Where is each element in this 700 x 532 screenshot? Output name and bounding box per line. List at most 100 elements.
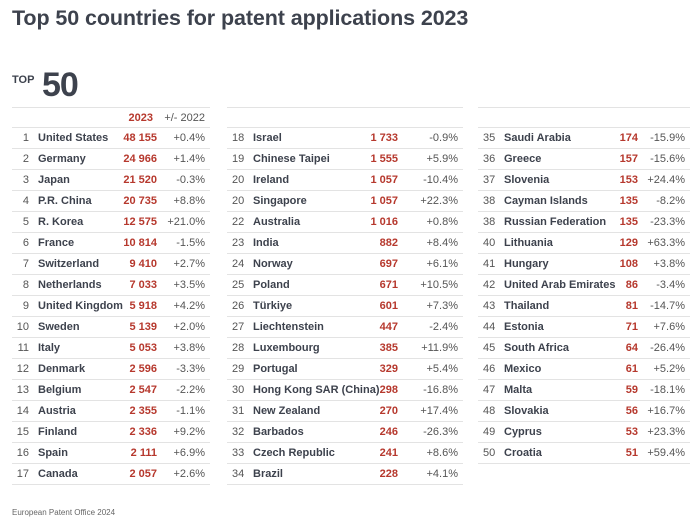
country-cell: Israel [253,132,282,144]
rank-cell: 20 [232,195,245,207]
country-cell: Liechtenstein [253,321,324,333]
table-row: 5 R. Korea 12 575 +21.0% [12,212,210,233]
rank-cell: 34 [232,468,245,480]
table-row: 20 Ireland 1 057 -10.4% [227,170,463,191]
change-cell: -15.6% [650,153,685,165]
change-cell: +10.5% [420,279,458,291]
country-cell: Russian Federation [504,216,607,228]
change-cell: +5.2% [653,363,686,375]
rank-cell: 37 [483,174,496,186]
rank-cell: 27 [232,321,245,333]
table-row: 10 Sweden 5 139 +2.0% [12,317,210,338]
table-row: 30 Hong Kong SAR (China) 298 -16.8% [227,380,463,401]
value-2023-cell: 2 057 [129,468,157,480]
table-row: 9 United Kingdom 5 918 +4.2% [12,296,210,317]
table-row: 19 Chinese Taipei 1 555 +5.9% [227,149,463,170]
table-row: 36 Greece 157 -15.6% [478,149,690,170]
rank-cell: 6 [22,237,29,249]
value-2023-cell: 21 520 [123,174,157,186]
value-2023-cell: 882 [379,237,398,249]
change-cell: +1.4% [173,153,206,165]
table-row: 45 South Africa 64 -26.4% [478,338,690,359]
table-row: 37 Slovenia 153 +24.4% [478,170,690,191]
rank-cell: 28 [232,342,245,354]
change-cell: -14.7% [650,300,685,312]
value-2023-cell: 2 355 [129,405,157,417]
table-row: 6 France 10 814 -1.5% [12,233,210,254]
country-cell: South Africa [504,342,569,354]
header-change: +/- 2022 [164,112,205,124]
logo-50-text: 50 [42,66,79,104]
country-cell: Japan [38,174,70,186]
country-cell: Switzerland [38,258,100,270]
value-2023-cell: 53 [625,426,638,438]
table-row: 33 Czech Republic 241 +8.6% [227,443,463,464]
country-cell: Ireland [253,174,290,186]
rank-cell: 14 [16,405,29,417]
rank-cell: 10 [16,321,29,333]
country-cell: United Kingdom [38,300,123,312]
table-row: 18 Israel 1 733 -0.9% [227,128,463,149]
country-cell: Italy [38,342,61,354]
rank-cell: 9 [22,300,29,312]
value-2023-cell: 48 155 [123,132,157,144]
value-2023-cell: 9 410 [129,258,157,270]
value-2023-cell: 108 [619,258,638,270]
country-cell: Malta [504,384,533,396]
rank-cell: 50 [483,447,496,459]
country-cell: United States [38,132,109,144]
change-cell: +63.3% [647,237,685,249]
change-cell: +16.7% [647,405,685,417]
rank-cell: 45 [483,342,496,354]
change-cell: +8.8% [173,195,206,207]
value-2023-cell: 246 [379,426,398,438]
change-cell: +3.5% [173,279,206,291]
change-cell: +22.3% [420,195,458,207]
value-2023-cell: 671 [379,279,398,291]
table-row: 16 Spain 2 111 +6.9% [12,443,210,464]
change-cell: +3.8% [173,342,206,354]
country-cell: Croatia [504,447,542,459]
table-row: 44 Estonia 71 +7.6% [478,317,690,338]
country-cell: Chinese Taipei [253,153,330,165]
change-cell: +17.4% [420,405,458,417]
country-cell: Singapore [253,195,307,207]
value-2023-cell: 86 [625,279,638,291]
country-cell: R. Korea [38,216,84,228]
value-2023-cell: 61 [625,363,638,375]
change-cell: -15.9% [650,132,685,144]
table-column-2: 18 Israel 1 733 -0.9% 19 Chinese Taipei 1 555 +… [227,107,463,485]
source-footer: European Patent Office 2024 [12,508,116,517]
value-2023-cell: 56 [625,405,638,417]
value-2023-cell: 135 [619,216,638,228]
rank-cell: 23 [232,237,245,249]
table-column-3: 35 Saudi Arabia 174 -15.9% 36 Greece 157 -15.6%… [478,107,690,464]
rank-cell: 16 [16,447,29,459]
table-row: 47 Malta 59 -18.1% [478,380,690,401]
change-cell: -1.1% [176,405,205,417]
country-cell: Lithuania [504,237,553,249]
table-row: 17 Canada 2 057 +2.6% [12,464,210,485]
change-cell: +5.9% [426,153,459,165]
value-2023-cell: 5 139 [129,321,157,333]
change-cell: +24.4% [647,174,685,186]
table-header: 2023 +/- 2022 [12,107,210,128]
rank-cell: 24 [232,258,245,270]
change-cell: -23.3% [650,216,685,228]
rank-cell: 30 [232,384,245,396]
change-cell: -0.9% [429,132,458,144]
change-cell: +4.1% [426,468,459,480]
change-cell: -26.4% [650,342,685,354]
value-2023-cell: 24 966 [123,153,157,165]
table-row: 27 Liechtenstein 447 -2.4% [227,317,463,338]
value-2023-cell: 20 735 [123,195,157,207]
table-row: 3 Japan 21 520 -0.3% [12,170,210,191]
table-row: 22 Australia 1 016 +0.8% [227,212,463,233]
country-cell: Slovakia [504,405,549,417]
table-row: 13 Belgium 2 547 -2.2% [12,380,210,401]
change-cell: -2.2% [176,384,205,396]
table-row: 32 Barbados 246 -26.3% [227,422,463,443]
value-2023-cell: 2 547 [129,384,157,396]
change-cell: +6.9% [173,447,206,459]
value-2023-cell: 174 [619,132,638,144]
